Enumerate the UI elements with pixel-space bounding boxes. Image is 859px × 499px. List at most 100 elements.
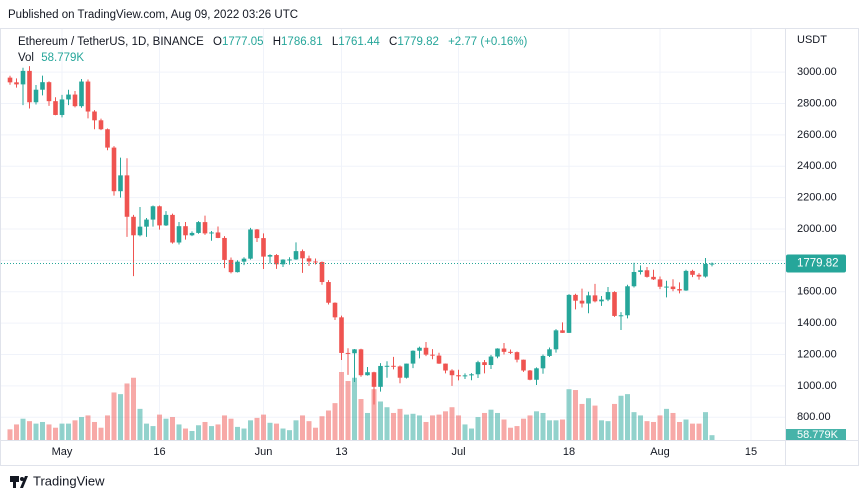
candle-body	[111, 147, 117, 192]
volume-bar	[573, 390, 578, 440]
candle-body	[449, 370, 455, 376]
candle-body	[371, 372, 377, 387]
candle-body	[59, 99, 65, 115]
volume-bar	[53, 427, 58, 440]
last-price-label: 1779.82	[797, 258, 839, 270]
candle-body	[287, 259, 292, 261]
volume-bar	[475, 417, 481, 440]
x-tick-label: Aug	[650, 446, 670, 458]
volume-bar	[423, 421, 429, 440]
x-tick-label: 13	[335, 446, 347, 458]
volume-bar	[527, 415, 533, 440]
candle-body	[118, 175, 123, 192]
candle-body	[657, 279, 663, 287]
candle-body	[664, 286, 669, 288]
candle-body	[534, 368, 539, 380]
volume-bar	[150, 426, 156, 440]
volume-bar	[124, 383, 130, 440]
high-value: 1786.81	[281, 36, 323, 48]
candle-body	[677, 289, 682, 291]
candle-body	[462, 375, 468, 377]
volume-value: 58.779K	[41, 52, 84, 64]
volume-bar	[612, 403, 617, 440]
candle-body	[176, 226, 182, 243]
x-tick-label: May	[52, 446, 73, 458]
candle-body	[547, 349, 552, 356]
volume-bar	[553, 420, 559, 440]
volume-bar	[326, 410, 331, 440]
candle-body	[105, 129, 110, 148]
candle-body	[228, 259, 234, 273]
y-tick-label: 2000.00	[797, 223, 837, 235]
candle-body	[527, 370, 533, 380]
volume-bar	[443, 411, 448, 440]
volume-bar	[33, 423, 39, 440]
candle-body	[625, 286, 630, 316]
volume-bar	[137, 408, 143, 440]
volume-bar	[98, 427, 104, 440]
volume-bar	[384, 407, 390, 440]
candle-body	[423, 347, 429, 355]
candle-body	[417, 347, 422, 351]
candle-body	[482, 362, 487, 366]
candle-body	[384, 365, 390, 367]
volume-bar	[651, 421, 656, 440]
volume-bar	[248, 420, 253, 440]
volume-bar	[176, 424, 182, 440]
volume-bar	[222, 415, 227, 440]
candle-body	[79, 81, 84, 107]
candle-body	[53, 101, 58, 115]
volume-bar	[495, 412, 500, 440]
volume-bar	[488, 409, 494, 440]
volume-bar	[540, 412, 546, 440]
candle-body	[683, 270, 689, 291]
volume-bar	[547, 420, 552, 440]
candle-body	[196, 222, 201, 233]
volume-bar	[66, 423, 71, 440]
y-tick-label: 2200.00	[797, 192, 837, 204]
candle-body	[501, 348, 507, 352]
volume-bar	[111, 392, 117, 440]
candle-body	[157, 206, 162, 226]
candle-body	[222, 237, 227, 260]
volume-bar	[566, 389, 572, 440]
candle-body	[475, 362, 481, 375]
candle-body	[592, 295, 598, 302]
y-tick-label: 2800.00	[797, 97, 837, 109]
candle-body	[521, 359, 526, 371]
x-tick-label: Jul	[451, 446, 465, 458]
candle-body	[300, 251, 305, 259]
volume-bar	[332, 403, 338, 440]
volume-bar	[170, 417, 175, 440]
symbol: Ethereum / TetherUS, 1D, BINANCE	[18, 36, 204, 48]
candle-body	[215, 232, 221, 238]
volume-bar	[7, 429, 13, 440]
volume-bar	[371, 389, 377, 440]
candle-body	[553, 330, 559, 350]
volume-bar	[378, 401, 383, 440]
candle-body	[280, 259, 286, 265]
currency: USDT	[797, 34, 827, 46]
candle-body	[560, 330, 565, 333]
candle-body	[274, 255, 279, 265]
volume-bar	[313, 427, 318, 440]
volume-bar	[79, 417, 84, 440]
candle-body	[339, 317, 344, 353]
y-tick-label: 3000.00	[797, 66, 837, 78]
volume-bar	[625, 394, 630, 440]
candle-body	[378, 365, 383, 387]
candle-body	[443, 363, 448, 371]
candle-body	[495, 348, 500, 357]
candle-body	[209, 232, 214, 234]
candles	[7, 66, 715, 405]
candle-body	[150, 206, 156, 220]
volume-bar	[462, 424, 468, 440]
low-label: L	[332, 36, 339, 48]
candle-body	[579, 300, 585, 304]
open-label: O	[213, 36, 222, 48]
volume-bar	[644, 421, 650, 440]
candle-body	[46, 82, 52, 102]
candle-body	[319, 261, 325, 283]
candle-body	[631, 271, 637, 287]
